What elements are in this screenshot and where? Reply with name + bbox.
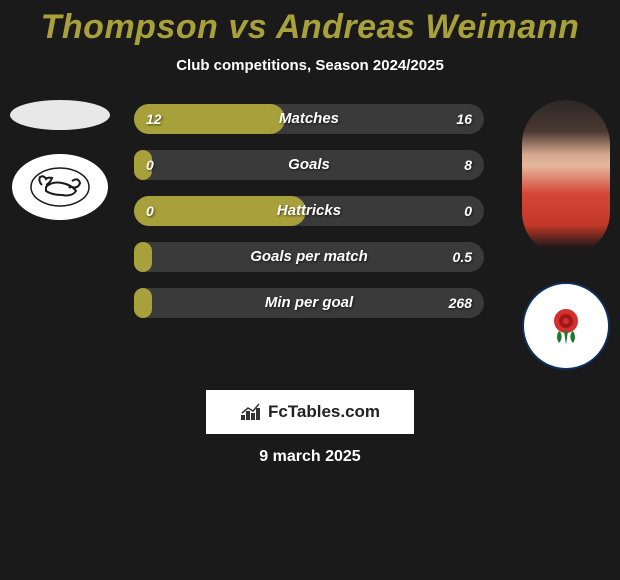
fctables-badge: FcTables.com bbox=[206, 390, 414, 434]
subtitle: Club competitions, Season 2024/2025 bbox=[0, 57, 620, 74]
stat-right-value: 268 bbox=[449, 288, 472, 318]
stat-right-value: 16 bbox=[456, 104, 472, 134]
rose-icon bbox=[541, 301, 591, 351]
chart-icon bbox=[240, 403, 262, 421]
stat-label: Matches bbox=[134, 104, 484, 134]
stat-label: Goals per match bbox=[134, 242, 484, 272]
stat-right-value: 0.5 bbox=[453, 242, 472, 272]
ram-icon bbox=[30, 167, 90, 207]
stat-bars: 12Matches160Goals80Hattricks0Goals per m… bbox=[134, 104, 484, 334]
page-title: Thompson vs Andreas Weimann bbox=[0, 8, 620, 47]
stat-row: 0Hattricks0 bbox=[134, 196, 484, 226]
stat-right-value: 8 bbox=[464, 150, 472, 180]
stat-label: Goals bbox=[134, 150, 484, 180]
fctables-label: FcTables.com bbox=[268, 402, 380, 422]
stat-row: Goals per match0.5 bbox=[134, 242, 484, 272]
date-text: 9 march 2025 bbox=[0, 448, 620, 466]
stat-row: 12Matches16 bbox=[134, 104, 484, 134]
stat-row: Min per goal268 bbox=[134, 288, 484, 318]
left-player-avatar bbox=[10, 100, 110, 130]
content-area: 12Matches160Goals80Hattricks0Goals per m… bbox=[0, 104, 620, 364]
left-club-logo bbox=[12, 154, 108, 220]
stat-label: Hattricks bbox=[134, 196, 484, 226]
stat-right-value: 0 bbox=[464, 196, 472, 226]
right-club-logo bbox=[522, 282, 610, 370]
comparison-card: Thompson vs Andreas Weimann Club competi… bbox=[0, 0, 620, 484]
stat-row: 0Goals8 bbox=[134, 150, 484, 180]
stat-label: Min per goal bbox=[134, 288, 484, 318]
right-player-avatar bbox=[522, 100, 610, 256]
